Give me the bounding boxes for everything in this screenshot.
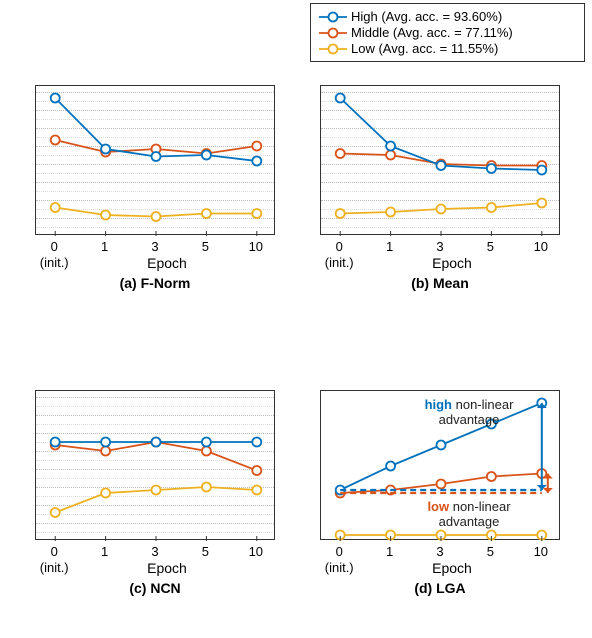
series-marker-middle bbox=[51, 136, 60, 145]
subplot-d: high non-linearadvantage low non-linearad… bbox=[320, 390, 560, 620]
series-marker-high bbox=[202, 151, 211, 160]
series-marker-low bbox=[252, 486, 261, 495]
series-marker-middle bbox=[202, 447, 211, 456]
legend-label-high: High (Avg. acc. = 93.60%) bbox=[351, 9, 502, 24]
series-marker-middle bbox=[252, 466, 261, 475]
plot-area-d: high non-linearadvantage low non-linearad… bbox=[320, 390, 560, 540]
xtick: 10 bbox=[534, 239, 548, 254]
subplot-a: 0 1 3 5 10 (init.) Epoch (a) F-Norm bbox=[35, 85, 275, 315]
series-marker-high bbox=[437, 441, 446, 450]
series-marker-middle bbox=[386, 151, 395, 160]
series-marker-low bbox=[51, 203, 60, 212]
series-marker-low bbox=[202, 209, 211, 218]
series-marker-high bbox=[336, 94, 345, 103]
xtick: 10 bbox=[534, 544, 548, 559]
series-marker-low bbox=[101, 489, 110, 498]
subplot-title-b: (b) Mean bbox=[411, 275, 469, 291]
series-marker-middle bbox=[437, 480, 446, 489]
series-marker-middle bbox=[252, 142, 261, 151]
xlabel: Epoch bbox=[432, 255, 472, 271]
init-label: (init.) bbox=[325, 255, 354, 270]
series-svg-c bbox=[36, 391, 276, 541]
series-marker-low bbox=[537, 199, 546, 208]
series-marker-low bbox=[437, 205, 446, 214]
xtick: 3 bbox=[151, 239, 158, 254]
xtick: 0 bbox=[336, 544, 343, 559]
annotation-text: low non-linearadvantage bbox=[427, 499, 510, 529]
xtick: 5 bbox=[487, 239, 494, 254]
xtick: 1 bbox=[386, 544, 393, 559]
xtick: 1 bbox=[101, 239, 108, 254]
xtick: 3 bbox=[436, 544, 443, 559]
legend-item-middle: Middle (Avg. acc. = 77.11%) bbox=[319, 25, 576, 40]
series-svg-b bbox=[321, 86, 561, 236]
series-marker-high bbox=[252, 438, 261, 447]
series-marker-high bbox=[252, 157, 261, 166]
xtick: 0 bbox=[51, 544, 58, 559]
legend-item-low: Low (Avg. acc. = 11.55%) bbox=[319, 41, 576, 56]
xlabel: Epoch bbox=[147, 560, 187, 576]
xtick: 10 bbox=[249, 239, 263, 254]
xlabel: Epoch bbox=[147, 255, 187, 271]
legend-swatch-middle bbox=[319, 26, 347, 40]
series-marker-high bbox=[487, 164, 496, 173]
series-marker-high bbox=[51, 438, 60, 447]
xtick: 0 bbox=[336, 239, 343, 254]
subplot-title-a: (a) F-Norm bbox=[120, 275, 191, 291]
series-marker-high bbox=[537, 166, 546, 175]
series-marker-high bbox=[386, 142, 395, 151]
series-marker-high bbox=[437, 161, 446, 170]
series-marker-low bbox=[152, 212, 161, 221]
xtick: 10 bbox=[249, 544, 263, 559]
series-marker-low bbox=[152, 486, 161, 495]
plot-area-a bbox=[35, 85, 275, 235]
xlabel: Epoch bbox=[432, 560, 472, 576]
legend-swatch-high bbox=[319, 10, 347, 24]
series-marker-low bbox=[202, 483, 211, 492]
xtick: 3 bbox=[436, 239, 443, 254]
series-marker-low bbox=[252, 209, 261, 218]
xtick: 0 bbox=[51, 239, 58, 254]
series-marker-high bbox=[101, 438, 110, 447]
legend-item-high: High (Avg. acc. = 93.60%) bbox=[319, 9, 576, 24]
series-marker-high bbox=[152, 438, 161, 447]
series-marker-low bbox=[487, 203, 496, 212]
series-marker-low bbox=[51, 508, 60, 517]
series-marker-high bbox=[51, 94, 60, 103]
series-marker-low bbox=[101, 211, 110, 220]
series-marker-middle bbox=[487, 472, 496, 481]
series-svg-a bbox=[36, 86, 276, 236]
legend: High (Avg. acc. = 93.60%)Middle (Avg. ac… bbox=[310, 3, 585, 62]
xtick: 3 bbox=[151, 544, 158, 559]
plot-area-c bbox=[35, 390, 275, 540]
init-label: (init.) bbox=[40, 255, 69, 270]
legend-swatch-low bbox=[319, 42, 347, 56]
series-marker-high bbox=[101, 145, 110, 154]
xtick: 1 bbox=[101, 544, 108, 559]
series-marker-high bbox=[386, 462, 395, 471]
init-label: (init.) bbox=[325, 560, 354, 575]
subplot-b: 0 1 3 5 10 (init.) Epoch (b) Mean bbox=[320, 85, 560, 315]
subplot-c: 0 1 3 5 10 (init.) Epoch (c) NCN bbox=[35, 390, 275, 620]
xtick: 5 bbox=[487, 544, 494, 559]
subplot-title-c: (c) NCN bbox=[129, 580, 180, 596]
series-marker-middle bbox=[101, 447, 110, 456]
init-label: (init.) bbox=[40, 560, 69, 575]
annotation-text: high non-linearadvantage bbox=[425, 397, 514, 427]
xtick: 5 bbox=[202, 544, 209, 559]
subplot-title-d: (d) LGA bbox=[414, 580, 465, 596]
plot-area-b bbox=[320, 85, 560, 235]
series-marker-middle bbox=[336, 149, 345, 158]
xtick: 5 bbox=[202, 239, 209, 254]
series-marker-high bbox=[202, 438, 211, 447]
legend-label-low: Low (Avg. acc. = 11.55%) bbox=[351, 41, 498, 56]
figure-container: High (Avg. acc. = 93.60%)Middle (Avg. ac… bbox=[0, 0, 592, 638]
series-marker-low bbox=[386, 208, 395, 217]
legend-label-middle: Middle (Avg. acc. = 77.11%) bbox=[351, 25, 513, 40]
xtick: 1 bbox=[386, 239, 393, 254]
series-marker-high bbox=[152, 152, 161, 161]
series-marker-low bbox=[336, 209, 345, 218]
